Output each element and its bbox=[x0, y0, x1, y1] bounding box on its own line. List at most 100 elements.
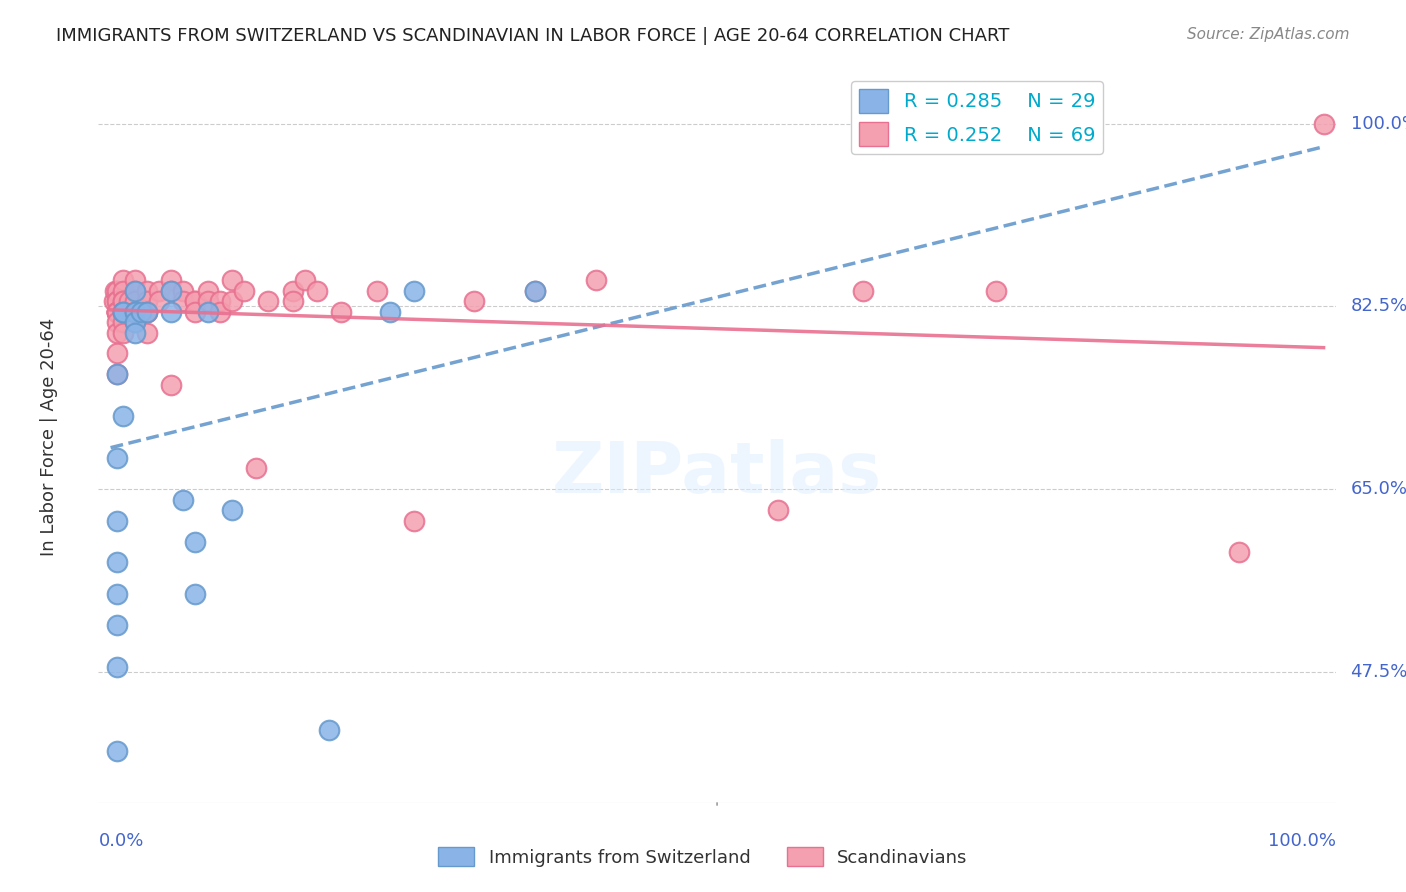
Point bbox=[105, 556, 128, 570]
Point bbox=[111, 273, 134, 287]
Point bbox=[124, 304, 146, 318]
Point bbox=[105, 304, 128, 318]
Point bbox=[124, 284, 146, 298]
Point bbox=[160, 284, 183, 298]
Point bbox=[463, 294, 485, 309]
Point bbox=[197, 284, 219, 298]
Point bbox=[172, 294, 194, 309]
Point bbox=[129, 304, 152, 318]
Point bbox=[136, 294, 159, 309]
Point bbox=[124, 294, 146, 309]
Point bbox=[111, 284, 134, 298]
Point bbox=[105, 368, 128, 382]
Point bbox=[172, 284, 194, 298]
Point bbox=[124, 315, 146, 329]
Point bbox=[208, 304, 231, 318]
Point bbox=[257, 294, 280, 309]
Point bbox=[245, 461, 267, 475]
Point bbox=[294, 273, 316, 287]
Point bbox=[184, 304, 207, 318]
Point bbox=[136, 304, 159, 318]
Legend: R = 0.285    N = 29, R = 0.252    N = 69: R = 0.285 N = 29, R = 0.252 N = 69 bbox=[852, 81, 1104, 153]
Point bbox=[105, 294, 128, 309]
Point bbox=[124, 315, 146, 329]
Point bbox=[160, 304, 183, 318]
Point bbox=[124, 326, 146, 340]
Point bbox=[184, 534, 207, 549]
Point bbox=[184, 294, 207, 309]
Point bbox=[184, 587, 207, 601]
Point bbox=[105, 368, 128, 382]
Point bbox=[105, 304, 128, 318]
Point bbox=[281, 294, 304, 309]
Point bbox=[105, 587, 128, 601]
Point bbox=[766, 503, 789, 517]
Point bbox=[318, 723, 340, 737]
Point bbox=[984, 284, 1007, 298]
Point bbox=[233, 284, 256, 298]
Point bbox=[281, 284, 304, 298]
Point bbox=[105, 304, 128, 318]
Point bbox=[221, 503, 243, 517]
Legend: Immigrants from Switzerland, Scandinavians: Immigrants from Switzerland, Scandinavia… bbox=[432, 840, 974, 874]
Point bbox=[1227, 545, 1250, 559]
Point bbox=[524, 284, 547, 298]
Point bbox=[124, 284, 146, 298]
Point bbox=[105, 660, 128, 674]
Point bbox=[136, 304, 159, 318]
Point bbox=[111, 315, 134, 329]
Point bbox=[103, 294, 125, 309]
Point bbox=[111, 409, 134, 424]
Point bbox=[111, 326, 134, 340]
Text: Source: ZipAtlas.com: Source: ZipAtlas.com bbox=[1187, 27, 1350, 42]
Point bbox=[105, 284, 128, 298]
Point bbox=[105, 743, 128, 757]
Text: 65.0%: 65.0% bbox=[1351, 480, 1406, 499]
Text: 82.5%: 82.5% bbox=[1351, 297, 1406, 316]
Point bbox=[148, 294, 170, 309]
Text: 47.5%: 47.5% bbox=[1351, 663, 1406, 681]
Point bbox=[105, 450, 128, 465]
Point bbox=[208, 294, 231, 309]
Text: 0.0%: 0.0% bbox=[98, 832, 143, 850]
Text: ZIPatlas: ZIPatlas bbox=[553, 439, 882, 508]
Point bbox=[221, 273, 243, 287]
Point bbox=[136, 304, 159, 318]
Point bbox=[378, 304, 401, 318]
Point bbox=[124, 304, 146, 318]
Point bbox=[105, 346, 128, 360]
Point bbox=[104, 284, 127, 298]
Point bbox=[160, 273, 183, 287]
Point bbox=[852, 284, 875, 298]
Point bbox=[402, 514, 425, 528]
Point bbox=[160, 284, 183, 298]
Point bbox=[105, 304, 128, 318]
Text: 100.0%: 100.0% bbox=[1351, 114, 1406, 133]
Point bbox=[197, 294, 219, 309]
Point bbox=[118, 294, 141, 309]
Text: IMMIGRANTS FROM SWITZERLAND VS SCANDINAVIAN IN LABOR FORCE | AGE 20-64 CORRELATI: IMMIGRANTS FROM SWITZERLAND VS SCANDINAV… bbox=[56, 27, 1010, 45]
Point bbox=[585, 273, 607, 287]
Point bbox=[160, 377, 183, 392]
Point bbox=[136, 326, 159, 340]
Point bbox=[105, 304, 128, 318]
Point bbox=[111, 304, 134, 318]
Point bbox=[124, 304, 146, 318]
Point bbox=[111, 304, 134, 318]
Point bbox=[184, 294, 207, 309]
Text: In Labor Force | Age 20-64: In Labor Force | Age 20-64 bbox=[39, 318, 58, 557]
Point bbox=[136, 284, 159, 298]
Point bbox=[111, 294, 134, 309]
Point bbox=[172, 492, 194, 507]
Point bbox=[366, 284, 388, 298]
Point bbox=[330, 304, 353, 318]
Point bbox=[111, 304, 134, 318]
Point bbox=[105, 618, 128, 632]
Text: 100.0%: 100.0% bbox=[1268, 832, 1336, 850]
Point bbox=[197, 304, 219, 318]
Point bbox=[105, 294, 128, 309]
Point bbox=[148, 284, 170, 298]
Point bbox=[111, 304, 134, 318]
Point bbox=[111, 294, 134, 309]
Point bbox=[402, 284, 425, 298]
